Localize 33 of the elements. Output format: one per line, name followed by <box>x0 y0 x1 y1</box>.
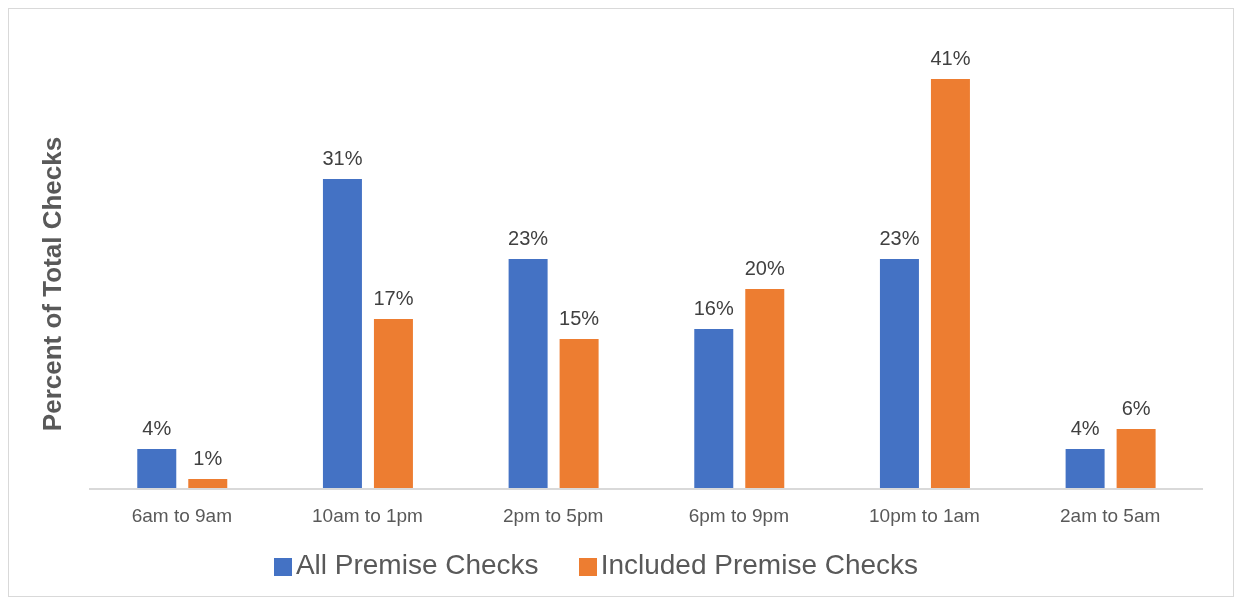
x-tick-label: 10am to 1pm <box>312 505 423 527</box>
bar <box>1065 449 1105 489</box>
data-label: 6% <box>1121 397 1151 419</box>
x-tick-label: 6pm to 9pm <box>688 505 789 527</box>
bar <box>508 259 548 489</box>
data-label: 15% <box>559 307 600 329</box>
data-label: 16% <box>693 297 734 319</box>
x-tick-label: 2pm to 5pm <box>503 505 604 527</box>
bar <box>930 79 970 489</box>
data-label: 4% <box>142 417 172 439</box>
bar <box>879 259 919 489</box>
x-tick-label: 10pm to 1am <box>869 505 980 527</box>
data-label: 17% <box>373 287 414 309</box>
bar <box>559 339 599 489</box>
x-tick-label: 2am to 5am <box>1060 505 1161 527</box>
bar <box>1116 429 1156 489</box>
data-label: 23% <box>508 227 549 249</box>
data-label: 4% <box>1070 417 1100 439</box>
data-label: 23% <box>879 227 920 249</box>
data-label: 31% <box>322 147 363 169</box>
data-label: 41% <box>930 47 971 69</box>
bar <box>322 179 362 489</box>
y-axis-title: Percent of Total Checks <box>37 136 68 432</box>
bar <box>694 329 734 489</box>
bar <box>188 479 228 489</box>
legend-label: Included Premise Checks <box>600 549 919 580</box>
x-tick-label: 6am to 9am <box>131 505 232 527</box>
bar <box>373 319 413 489</box>
bar <box>137 449 177 489</box>
data-label: 1% <box>193 447 223 469</box>
data-label: 20% <box>744 257 785 279</box>
legend-label: All Premise Checks <box>295 549 539 580</box>
bar <box>745 289 785 489</box>
